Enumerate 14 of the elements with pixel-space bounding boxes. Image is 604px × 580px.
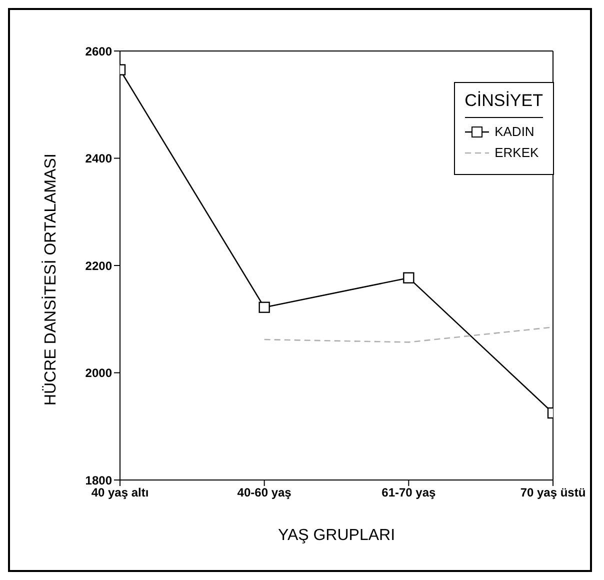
legend-label: ERKEK: [494, 145, 539, 160]
x-tick-label: 61-70 yaş: [382, 486, 436, 500]
y-tick-label: 2600: [85, 44, 112, 58]
y-tick-label: 1800: [85, 473, 112, 488]
x-axis-title: YAŞ GRUPLARI: [278, 527, 396, 544]
legend-title: CİNSİYET: [464, 91, 543, 118]
y-tick-label: 2400: [85, 152, 112, 166]
y-axis-title: HÜCRE DANSİTESİ ORTALAMASI: [42, 154, 60, 406]
x-tick-label: 70 yaş üstü: [520, 486, 586, 500]
y-tick-label: 2200: [85, 258, 112, 273]
legend-label: KADIN: [494, 124, 534, 139]
x-tick-label: 40-60 yaş: [237, 486, 292, 500]
y-tick-label: 2000: [85, 366, 112, 380]
x-tick-label: 40 yaş altı: [91, 486, 149, 500]
